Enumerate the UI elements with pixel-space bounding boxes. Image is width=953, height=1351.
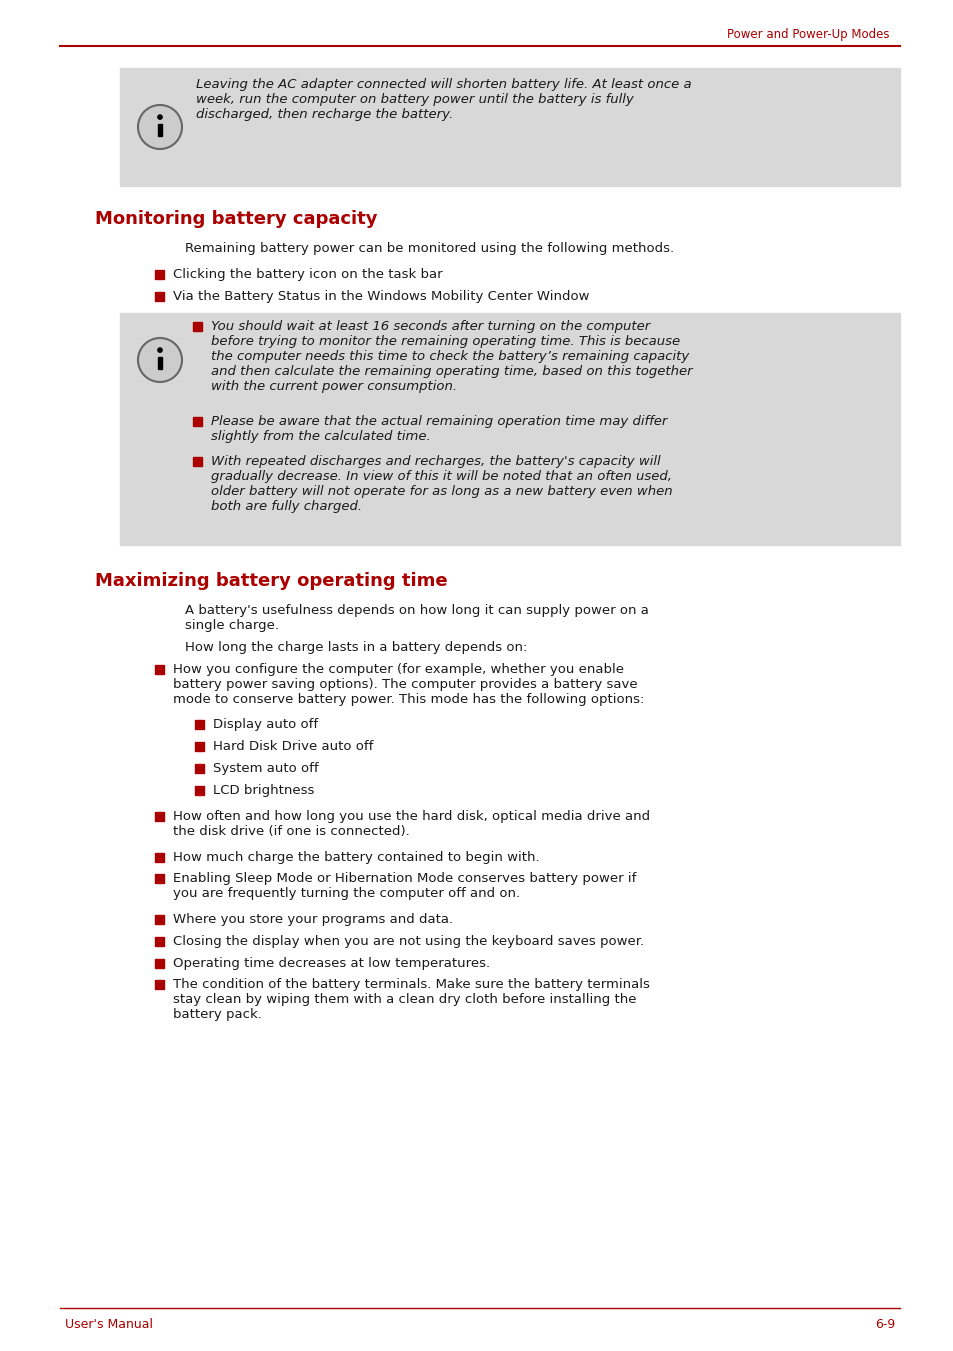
Text: Operating time decreases at low temperatures.: Operating time decreases at low temperat… [172,957,490,970]
Bar [120,313,899,544]
Text: User's Manual: User's Manual [65,1319,152,1331]
Text: Hard Disk Drive auto off: Hard Disk Drive auto off [213,740,373,753]
Text: Where you store your programs and data.: Where you store your programs and data. [172,913,453,925]
Text: Enabling Sleep Mode or Hibernation Mode conserves battery power if
you are frequ: Enabling Sleep Mode or Hibernation Mode … [172,871,636,900]
Text: Please be aware that the actual remaining operation time may differ
slightly fro: Please be aware that the actual remainin… [211,415,667,443]
Bar [154,292,164,301]
Text: Via the Battery Status in the Windows Mobility Center Window: Via the Battery Status in the Windows Mo… [172,290,589,303]
Text: Remaining battery power can be monitored using the following methods.: Remaining battery power can be monitored… [185,242,674,255]
Text: Clicking the battery icon on the task bar: Clicking the battery icon on the task ba… [172,267,442,281]
Bar [154,665,164,674]
Text: LCD brightness: LCD brightness [213,784,314,797]
Text: How you configure the computer (for example, whether you enable
battery power sa: How you configure the computer (for exam… [172,663,643,707]
Text: Closing the display when you are not using the keyboard saves power.: Closing the display when you are not usi… [172,935,643,948]
Bar [193,417,202,426]
Bar [120,68,899,186]
Circle shape [157,115,163,120]
Bar [194,742,204,751]
Text: Maximizing battery operating time: Maximizing battery operating time [95,571,447,590]
Text: Monitoring battery capacity: Monitoring battery capacity [95,209,377,228]
Bar [194,765,204,773]
Text: How much charge the battery contained to begin with.: How much charge the battery contained to… [172,851,539,865]
Text: With repeated discharges and recharges, the battery's capacity will
gradually de: With repeated discharges and recharges, … [211,455,672,513]
Bar [157,357,162,369]
Bar [154,874,164,884]
Text: Display auto off: Display auto off [213,717,317,731]
Circle shape [157,347,163,353]
Text: 6-9: 6-9 [874,1319,894,1331]
Bar [193,322,202,331]
Bar [194,786,204,794]
Bar [154,270,164,280]
Bar [154,959,164,969]
Bar [193,457,202,466]
Text: System auto off: System auto off [213,762,318,775]
Bar [154,915,164,924]
Bar [154,938,164,946]
Text: Leaving the AC adapter connected will shorten battery life. At least once a
week: Leaving the AC adapter connected will sh… [195,78,691,122]
Text: Power and Power-Up Modes: Power and Power-Up Modes [727,28,889,41]
Text: The condition of the battery terminals. Make sure the battery terminals
stay cle: The condition of the battery terminals. … [172,978,649,1021]
Text: How long the charge lasts in a battery depends on:: How long the charge lasts in a battery d… [185,640,527,654]
Circle shape [138,105,182,149]
Bar [154,852,164,862]
Bar [154,812,164,821]
Circle shape [138,338,182,382]
Text: You should wait at least 16 seconds after turning on the computer
before trying : You should wait at least 16 seconds afte… [211,320,692,393]
Text: A battery's usefulness depends on how long it can supply power on a
single charg: A battery's usefulness depends on how lo… [185,604,648,632]
Bar [194,720,204,730]
Text: How often and how long you use the hard disk, optical media drive and
the disk d: How often and how long you use the hard … [172,811,649,838]
Bar [157,124,162,136]
Bar [154,979,164,989]
